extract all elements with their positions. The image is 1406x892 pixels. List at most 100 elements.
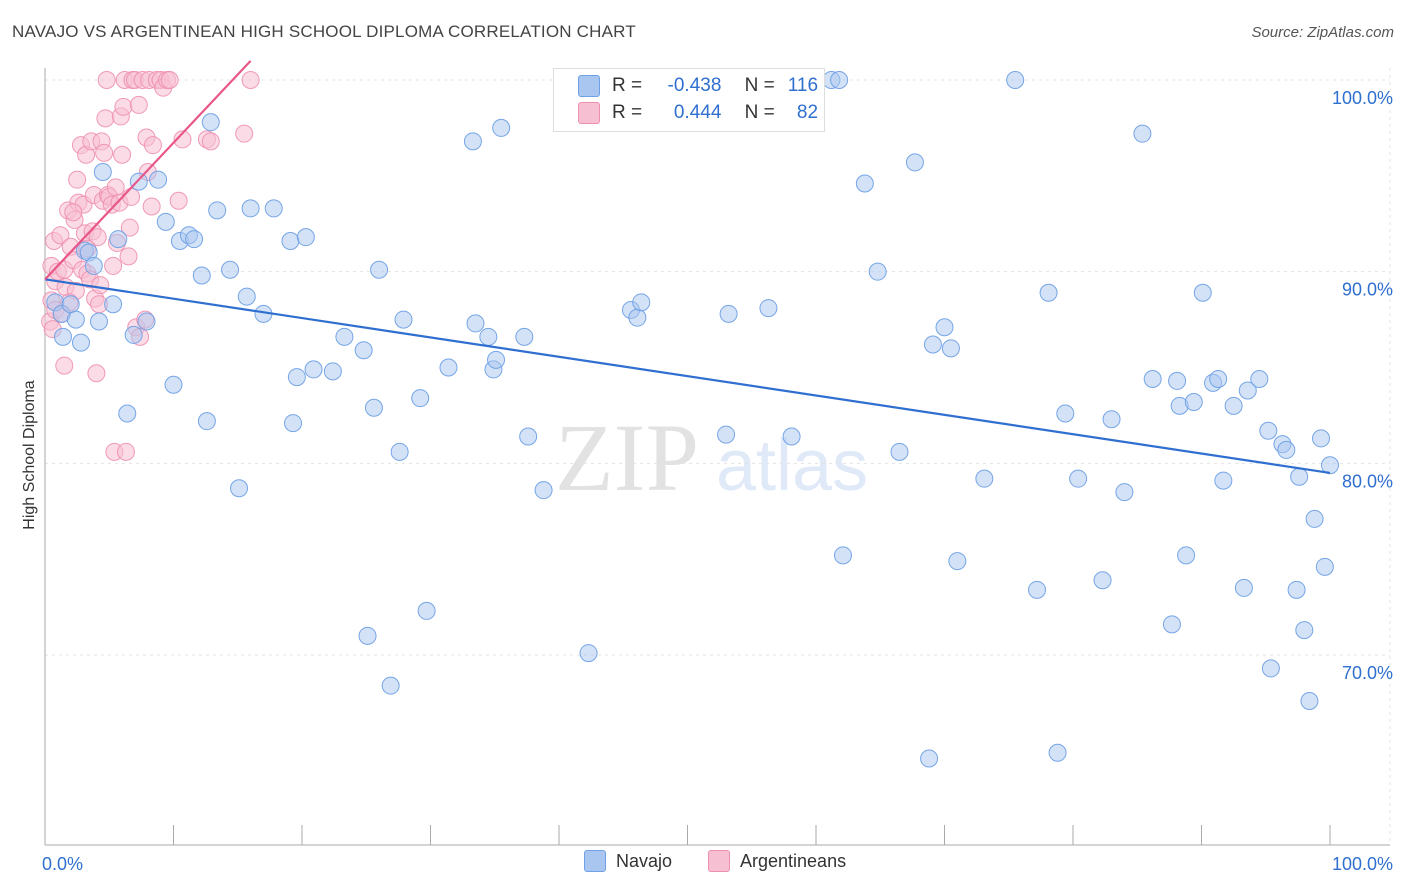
navajo-point-82 (1028, 580, 1047, 599)
navajo-point-11 (104, 295, 123, 314)
argentinean-point-75 (235, 124, 254, 143)
legend-row-navajo: R = -0.438 N = 116 (578, 75, 818, 99)
navajo-point-80 (975, 469, 994, 488)
argentinean-point-65 (143, 136, 162, 155)
navajo-point-36 (296, 228, 315, 247)
navajo-point-101 (1224, 396, 1243, 415)
navajo-point-113 (1305, 509, 1324, 528)
navajo-point-102 (1234, 578, 1253, 597)
navajo-point-57 (519, 427, 538, 446)
navajo-point-79 (948, 552, 967, 571)
navajo-point-26 (208, 201, 227, 220)
argentinean-point-53 (119, 247, 138, 266)
y-tick-label-80: 80.0% (1342, 471, 1393, 491)
navajo-point-10 (93, 163, 112, 181)
tick-labels: 70.0% 80.0% 90.0% 100.0% 0.0% 100.0% (42, 88, 1393, 874)
argentinean-trend-line (44, 60, 252, 281)
y-tick-label-100: 100.0% (1332, 88, 1393, 108)
navajo-point-69 (830, 71, 849, 89)
trend-lines (44, 60, 1331, 475)
navajo-point-73 (890, 442, 909, 461)
navajo-point-74 (905, 153, 924, 172)
argentinean-n-value: 82 (796, 102, 819, 124)
navajo-point-50 (463, 132, 482, 151)
navajo-point-93 (1168, 371, 1187, 390)
argentinean-point-34 (91, 276, 110, 295)
navajo-point-2 (53, 327, 72, 346)
argentinean-point-54 (120, 218, 139, 237)
navajo-point-13 (118, 404, 137, 423)
navajo-point-25 (201, 113, 220, 132)
navajo-point-40 (354, 341, 373, 360)
navajo-point-116 (1321, 456, 1339, 475)
navajo-point-61 (628, 308, 647, 327)
navajo-point-42 (364, 398, 383, 417)
navajo-point-4 (66, 310, 85, 329)
navajo-point-9 (89, 312, 108, 331)
argentinean-point-78 (64, 203, 83, 222)
watermark: ZIP atlas (555, 404, 868, 511)
navajo-point-14 (124, 325, 143, 344)
argentinean-point-8 (51, 226, 70, 245)
navajo-point-88 (1102, 410, 1121, 429)
navajo-point-99 (1209, 370, 1228, 388)
navajo-point-28 (230, 479, 249, 498)
navajo-point-41 (358, 626, 377, 645)
argentinean-point-31 (87, 364, 106, 383)
navajo-point-5 (71, 333, 90, 352)
navajo-point-104 (1250, 370, 1269, 388)
navajo-point-15 (129, 172, 148, 191)
navajo-n-value: 116 (787, 75, 819, 97)
navajo-point-18 (156, 212, 175, 231)
argentinean-point-64 (142, 197, 161, 216)
navajo-point-75 (920, 749, 939, 768)
navajo-point-12 (109, 230, 128, 249)
navajo-point-70 (833, 546, 852, 565)
source-label: Source: ZipAtlas.com (1251, 24, 1394, 41)
stats-legend: R = -0.438 N = 116 R = 0.444 N = 82 (553, 68, 825, 132)
navajo-point-17 (149, 170, 168, 189)
x-tick-label-max: 100.0% (1332, 854, 1393, 874)
navajo-point-110 (1290, 467, 1309, 486)
navajo-point-96 (1184, 393, 1203, 411)
y-tick-label-70: 70.0% (1342, 663, 1393, 683)
x-tick-label-min: 0.0% (42, 854, 83, 874)
bottom-legend-navajo: Navajo (584, 849, 672, 872)
navajo-point-19 (164, 375, 183, 394)
argentinean-point-58 (129, 95, 148, 114)
argentinean-point-76 (241, 71, 260, 89)
navajo-point-51 (466, 314, 485, 333)
argentinean-point-37 (95, 143, 114, 162)
navajo-point-46 (394, 310, 413, 329)
navajo-point-86 (1069, 469, 1088, 488)
navajo-point-39 (335, 327, 354, 346)
argentinean-r-label: R = (612, 102, 643, 124)
argentinean-point-71 (169, 191, 188, 210)
argentinean-points (41, 71, 260, 461)
argentinean-point-80 (122, 187, 141, 206)
navajo-point-105 (1259, 421, 1278, 440)
navajo-point-38 (323, 362, 342, 381)
navajo-point-59 (579, 644, 598, 663)
navajo-point-29 (237, 287, 256, 306)
navajo-point-71 (855, 174, 874, 193)
argentinean-point-11 (55, 356, 74, 375)
navajo-point-90 (1133, 124, 1152, 143)
navajo-point-35 (287, 368, 306, 387)
navajo-point-8 (84, 256, 103, 275)
navajo-point-91 (1143, 370, 1162, 388)
navajo-point-33 (281, 232, 300, 250)
navajo-r-value: -0.438 (667, 75, 722, 97)
navajo-point-76 (923, 335, 942, 354)
argentinean-point-45 (106, 178, 125, 197)
navajo-point-48 (417, 601, 436, 620)
navajo-point-34 (284, 414, 303, 433)
navajo-point-111 (1295, 621, 1314, 640)
argentinean-swatch-icon (578, 102, 600, 124)
navajo-point-83 (1039, 283, 1058, 302)
argentinean-point-70 (160, 71, 179, 89)
argentinean-legend-label: Argentineans (740, 851, 847, 871)
navajo-point-78 (941, 339, 960, 358)
navajo-point-85 (1056, 404, 1075, 423)
